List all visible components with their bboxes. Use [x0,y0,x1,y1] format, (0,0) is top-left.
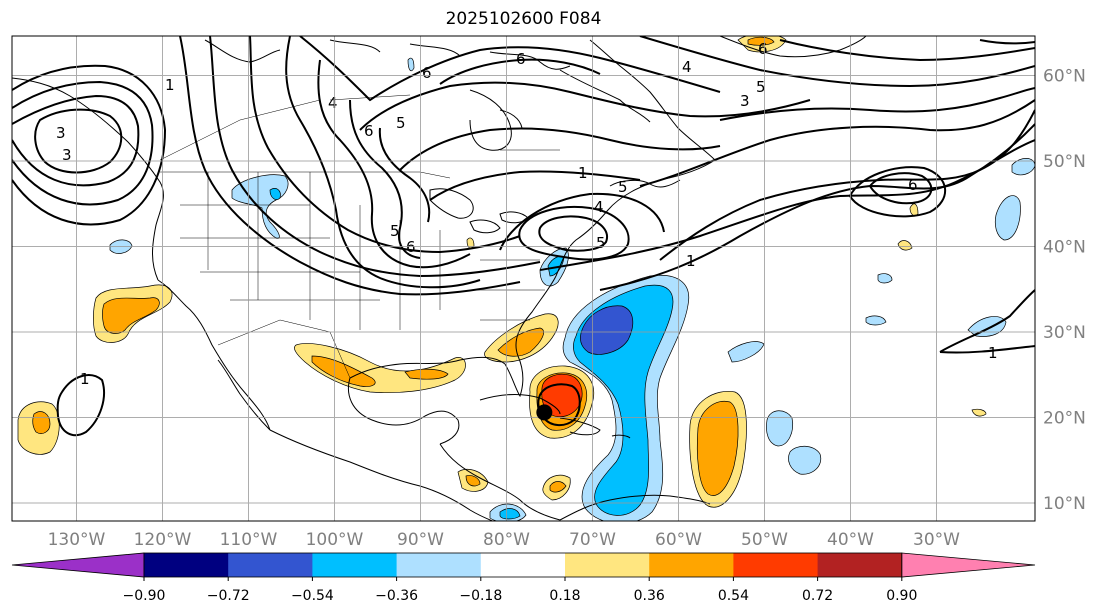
colorbar-tick-label: 0.90 [886,588,917,604]
longitude-label: 70°W [569,530,616,550]
map-content: 6 6 4 3 5 5 1 5 6 4 3 1 5 1 6 1 1 4 3 6 … [12,36,1035,521]
colorbar-tick-label: 0.54 [718,588,749,604]
anomaly-cold-5 [967,316,1007,337]
anomaly-gulf [294,343,466,394]
contour-label: 6 [758,40,768,58]
longitude-label: 80°W [483,530,530,550]
colorbar-segment [480,553,566,577]
colorbar-tick-label: −0.90 [123,588,166,604]
latitude-label: 50°N [1043,152,1086,172]
longitude-label: 60°W [655,530,702,550]
longitude-labels: 130°W 120°W 110°W 100°W 90°W 80°W 70°W 60°W 50°W… [48,530,961,550]
contour-label: 4 [682,58,692,76]
latitude-labels: 60°N 50°N 40°N 30°N 20°N 10°N [1043,67,1086,515]
contour-label: 3 [62,146,72,164]
contour-labels: 6 6 4 3 5 5 1 5 6 4 3 1 5 1 6 1 1 4 3 6 … [56,40,998,388]
contour-label: 1 [686,252,696,270]
latitude-label: 60°N [1043,67,1086,87]
latitude-label: 10°N [1043,494,1086,514]
colorbar-segment [565,553,650,577]
contour-label: 6 [908,176,918,194]
contour-label: 4 [594,198,604,216]
colorbar-segment [312,553,398,577]
colorbar-border [143,552,903,578]
colorbar-tick-label: −0.72 [207,588,250,604]
contour-label: 1 [165,76,175,94]
contour-label: 3 [740,92,750,110]
colorbar-tick-label: −0.36 [375,588,418,604]
latitude-label: 20°N [1043,409,1086,429]
contour-label: 6 [516,50,526,68]
gridlines [12,36,1035,521]
contour-label: 5 [396,114,406,132]
contour-label: 1 [578,164,588,182]
colorbar-tick-label: 0.72 [802,588,833,604]
contour-label: 1 [80,370,90,388]
longitude-label: 120°W [134,530,192,550]
contour-label: 1 [988,344,998,362]
contour-label: 5 [618,178,628,196]
longitude-label: 130°W [48,530,106,550]
colorbar-segment [649,553,734,577]
colorbar-over-extension [901,552,1036,578]
contour-label: 4 [328,94,338,112]
colorbar-tick-label: 0.18 [549,588,580,604]
colorbar-tick-label: 0.36 [634,588,665,604]
longitude-label: 90°W [397,530,444,550]
colorbar-tick-label: −0.54 [291,588,334,604]
anomaly-cold-1 [766,410,794,447]
latitude-label: 30°N [1043,323,1086,343]
colorbar-tick-label: −0.18 [459,588,502,604]
longitude-label: 50°W [741,530,788,550]
storm-center-marker [536,404,553,421]
anomaly-cold-2 [788,445,822,475]
colorbar-segment [144,553,229,577]
colorbar-segment [228,553,313,577]
contour-label: 3 [56,124,66,142]
colorbar: −0.90 −0.72 −0.54 −0.36 −0.18 0.18 0.36 0.54 0.7… [11,552,1036,604]
map-frame [11,35,1036,522]
contour-lines [12,36,1035,437]
map-frame-bg [12,36,1035,521]
anomaly-cold-3 [727,341,765,363]
colorbar-segment [817,553,903,577]
colorbar-segment [396,553,482,577]
contour-label: 5 [390,222,400,240]
colorbar-under-extension [11,552,145,578]
longitude-label: 40°W [827,530,874,550]
map-title: 2025102600 F084 [445,9,602,29]
longitude-label: 30°W [913,530,960,550]
anomaly-cold-4 [994,195,1021,241]
longitude-label: 100°W [306,530,364,550]
longitude-label: 110°W [220,530,278,550]
contour-label: 6 [422,64,432,82]
contour-label: 5 [596,234,606,252]
contour-label: 6 [364,122,374,140]
contour-label: 5 [756,78,766,96]
latitude-label: 40°N [1043,238,1086,258]
colorbar-segment [733,553,819,577]
